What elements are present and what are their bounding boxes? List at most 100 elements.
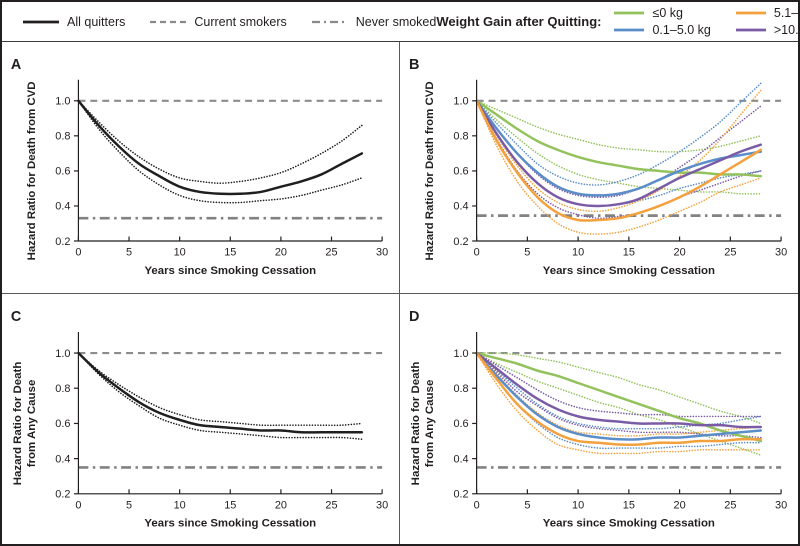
legend-item-label: >10.0 kg bbox=[773, 23, 799, 37]
y-axis-title: from Any Cause bbox=[424, 379, 436, 467]
10-0-kg-ci-upper bbox=[475, 351, 762, 418]
0-kg-ci-lower bbox=[475, 100, 762, 195]
x-tick-label: 25 bbox=[325, 246, 337, 258]
x-tick-label: 0 bbox=[474, 246, 480, 258]
0-kg-ci-upper bbox=[475, 100, 762, 153]
legend-line-sample bbox=[614, 28, 645, 32]
5-1-10-0-kg-ci-upper bbox=[475, 89, 762, 213]
series-line-10-0-kg bbox=[475, 99, 763, 208]
series-line-all-quitters bbox=[77, 351, 364, 434]
y-axis-title: Hazard Ratio for Death bbox=[410, 361, 422, 485]
weight-gain-legend-title: Weight Gain after Quitting: bbox=[436, 14, 602, 29]
y-tick-label: 0.8 bbox=[55, 131, 70, 143]
x-tick-label: 20 bbox=[674, 246, 686, 258]
legend-item-5-1-10-0-kg: 5.1–10.0 kg bbox=[735, 6, 799, 20]
legend-bar: All quitters Current smokers Never smoked … bbox=[2, 2, 798, 42]
chart-any-cause-by-weight-gain: 0.2 0.4 0.6 0.8 1.0 0 5 10 15 20 25 30 Years since S… bbox=[409, 309, 787, 530]
legend-left-items: All quitters Current smokers Never smoked bbox=[22, 15, 436, 29]
legend-item-label: All quitters bbox=[67, 14, 126, 29]
y-tick-label: 0.2 bbox=[55, 488, 70, 500]
legend-line-sample bbox=[614, 11, 645, 15]
series-line-0-1-5-0-kg bbox=[475, 99, 763, 197]
y-tick-label: 1.0 bbox=[453, 96, 468, 108]
x-tick-label: 15 bbox=[623, 499, 635, 511]
x-tick-label: 0 bbox=[75, 499, 81, 511]
all-quitters-ci-lower bbox=[77, 100, 363, 204]
legend-item-10-0-kg: >10.0 kg bbox=[735, 23, 799, 37]
x-tick-label: 15 bbox=[623, 246, 635, 258]
5-1-10-0-kg-ci-lower bbox=[475, 351, 762, 455]
y-tick-label: 1.0 bbox=[55, 348, 70, 360]
series-line-10-0-kg bbox=[475, 351, 763, 429]
y-tick-label: 0.2 bbox=[55, 236, 70, 248]
y-tick-label: 0.6 bbox=[55, 418, 70, 430]
x-tick-label: 20 bbox=[275, 246, 287, 258]
all-quitters-ci-upper bbox=[77, 100, 363, 184]
legend-weight-items: ≤0 kg 0.1–5.0 kg 5.1–10.0 kg >10.0 kg bbox=[613, 5, 799, 39]
y-tick-label: 0.4 bbox=[453, 453, 468, 465]
chart-any-cause-all-quitters: 0.2 0.4 0.6 0.8 1.0 0 5 10 15 20 25 30 Years since S… bbox=[11, 309, 388, 530]
0-1-5-0-kg-ci-lower bbox=[475, 100, 762, 207]
y-tick-label: 0.6 bbox=[453, 166, 468, 178]
x-tick-label: 30 bbox=[376, 246, 388, 258]
legend-item-all-quitters: All quitters bbox=[22, 15, 125, 29]
all-quitters-ci-lower bbox=[77, 351, 363, 440]
y-tick-label: 0.4 bbox=[55, 453, 70, 465]
y-tick-label: 0.4 bbox=[453, 201, 468, 213]
legend-right: Weight Gain after Quitting: ≤0 kg 0.1–5.0… bbox=[436, 5, 799, 39]
legend-item-label: ≤0 kg bbox=[652, 6, 683, 20]
x-tick-label: 5 bbox=[524, 246, 530, 258]
0-1-5-0-kg-ci-upper bbox=[475, 82, 762, 186]
x-tick-label: 20 bbox=[674, 499, 686, 511]
legend-item-label: Never smoked bbox=[355, 14, 437, 29]
x-tick-label: 30 bbox=[376, 499, 388, 511]
x-tick-label: 10 bbox=[572, 499, 584, 511]
y-tick-label: 0.6 bbox=[55, 166, 70, 178]
5-1-10-0-kg-ci-upper bbox=[475, 351, 762, 437]
legend-item-label: 0.1–5.0 kg bbox=[652, 23, 711, 37]
panel-d: 0.2 0.4 0.6 0.8 1.0 0 5 10 15 20 25 30 Years since S… bbox=[400, 294, 798, 544]
legend-item-label: Current smokers bbox=[194, 14, 287, 29]
panel-letter-c: C bbox=[11, 309, 22, 325]
series-line-5-1-10-0-kg bbox=[475, 99, 763, 222]
legend-line-sample bbox=[735, 28, 766, 32]
panel-c: 0.2 0.4 0.6 0.8 1.0 0 5 10 15 20 25 30 Years since S… bbox=[2, 293, 400, 544]
y-tick-label: 0.8 bbox=[55, 383, 70, 395]
legend-line-sample bbox=[735, 11, 766, 15]
x-tick-label: 15 bbox=[224, 499, 236, 511]
y-tick-label: 0.8 bbox=[453, 383, 468, 395]
x-axis-title: Years since Smoking Cessation bbox=[144, 517, 316, 529]
y-tick-label: 1.0 bbox=[453, 348, 468, 360]
legend-line-sample bbox=[150, 20, 187, 23]
x-tick-label: 25 bbox=[724, 246, 736, 258]
x-tick-label: 25 bbox=[724, 499, 736, 511]
series-line-all-quitters bbox=[77, 99, 364, 196]
y-axis-title: Hazard Ratio for Death bbox=[12, 361, 24, 485]
chart-cvd-all-quitters: 0.2 0.4 0.6 0.8 1.0 0 5 10 15 20 25 30 Years since S… bbox=[11, 57, 388, 277]
legend-item-current-smokers: Current smokers bbox=[149, 14, 287, 29]
panel-letter-d: D bbox=[409, 309, 419, 325]
5-1-10-0-kg-ci-lower bbox=[475, 100, 762, 235]
0-kg-ci-lower bbox=[475, 351, 762, 456]
x-axis-title: Years since Smoking Cessation bbox=[543, 265, 715, 277]
panel-b: 0.2 0.4 0.6 0.8 1.0 0 5 10 15 20 25 30 Years since S… bbox=[400, 42, 798, 294]
y-axis-title: Hazard Ratio for Death from CVD bbox=[26, 81, 38, 260]
x-tick-label: 10 bbox=[174, 499, 186, 511]
legend-line-sample bbox=[23, 20, 59, 23]
x-axis-title: Years since Smoking Cessation bbox=[144, 265, 316, 277]
y-tick-label: 0.2 bbox=[453, 488, 468, 500]
series-line-0-1-5-0-kg bbox=[475, 351, 763, 441]
y-axis-title: Hazard Ratio for Death from CVD bbox=[424, 81, 436, 260]
x-tick-label: 15 bbox=[224, 246, 236, 258]
panel-a: 0.2 0.4 0.6 0.8 1.0 0 5 10 15 20 25 30 Years since S… bbox=[2, 42, 400, 294]
series-line-0-kg bbox=[475, 99, 763, 178]
legend-item-0-1-5-0-kg: 0.1–5.0 kg bbox=[613, 23, 711, 37]
x-tick-label: 5 bbox=[126, 246, 132, 258]
all-quitters-ci-upper bbox=[77, 351, 363, 426]
legend-item-label: 5.1–10.0 kg bbox=[773, 6, 799, 20]
panel-letter-b: B bbox=[409, 57, 419, 73]
x-tick-label: 0 bbox=[75, 246, 81, 258]
series-line-5-1-10-0-kg bbox=[475, 351, 763, 446]
x-tick-label: 20 bbox=[275, 499, 287, 511]
y-tick-label: 0.8 bbox=[453, 131, 468, 143]
